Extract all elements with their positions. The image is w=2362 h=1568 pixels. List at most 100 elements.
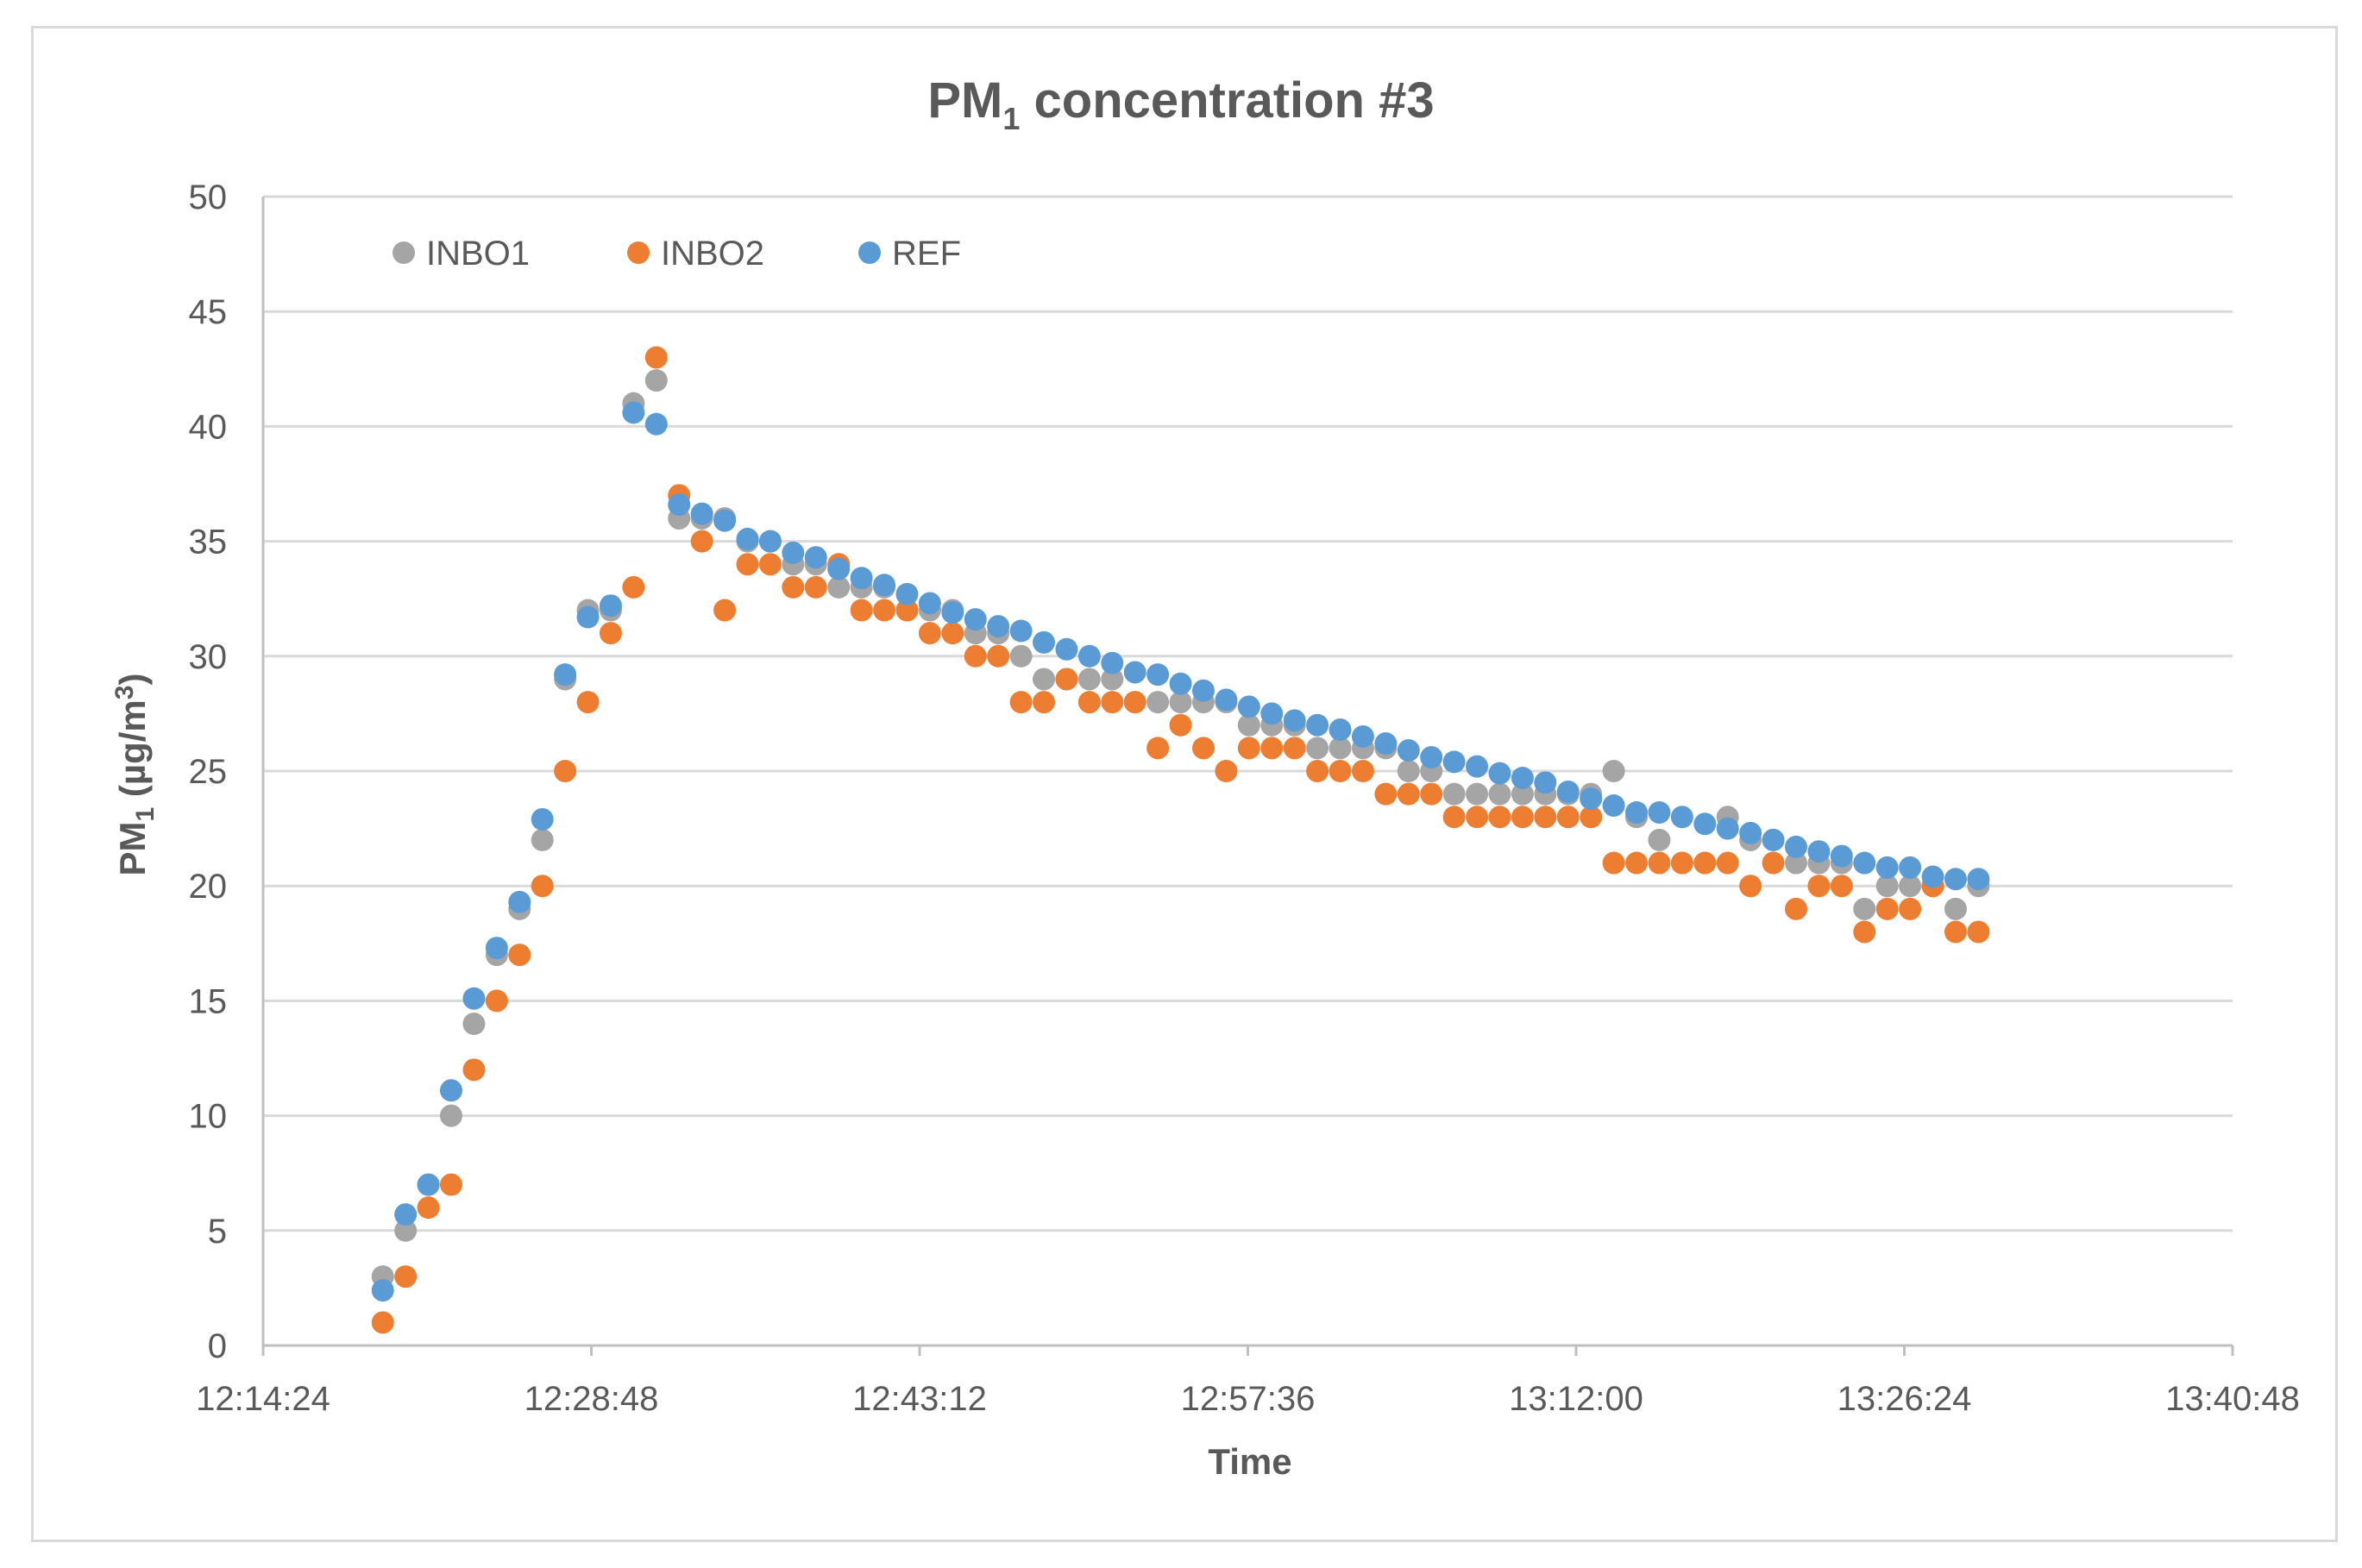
data-point-ref	[622, 401, 645, 424]
data-point-ref	[485, 937, 508, 960]
data-point-inbo2	[1260, 737, 1284, 760]
data-point-ref	[1397, 739, 1420, 762]
data-point-ref	[1784, 835, 1807, 858]
data-point-ref	[1762, 828, 1785, 851]
data-point-inbo2	[1283, 737, 1306, 760]
data-point-inbo2	[1967, 920, 1990, 944]
data-point-ref	[1191, 679, 1215, 702]
data-point-inbo1	[1511, 782, 1534, 806]
data-point-inbo1	[1237, 713, 1260, 737]
data-point-ref	[758, 530, 782, 553]
data-point-inbo1	[1033, 668, 1056, 691]
data-point-ref	[1009, 619, 1033, 643]
data-point-ref	[1351, 725, 1374, 749]
data-point-inbo2	[1875, 897, 1899, 920]
data-point-inbo1	[394, 1219, 418, 1242]
x-tick-label: 12:43:12	[852, 1380, 987, 1418]
data-point-inbo2	[485, 989, 508, 1013]
data-point-inbo2	[1534, 806, 1557, 829]
data-point-inbo2	[462, 1058, 486, 1082]
data-point-inbo2	[371, 1311, 394, 1334]
y-tick-label: 50	[189, 179, 228, 216]
data-point-inbo2	[964, 644, 987, 668]
data-point-ref	[417, 1173, 440, 1196]
y-tick-label: 30	[189, 638, 228, 676]
data-point-ref	[1830, 844, 1853, 868]
data-point-ref	[1374, 732, 1398, 756]
data-point-inbo1	[1784, 851, 1807, 875]
data-point-inbo2	[599, 622, 622, 645]
data-point-inbo2	[758, 553, 782, 576]
data-point-inbo1	[1944, 897, 1967, 920]
data-point-inbo2	[804, 575, 827, 599]
data-point-ref	[1602, 793, 1625, 817]
data-point-inbo2	[1101, 691, 1124, 714]
data-point-ref	[1967, 868, 1990, 891]
data-point-inbo2	[987, 644, 1010, 668]
data-point-ref	[508, 890, 531, 913]
y-axis-title: PM1 (µg/m3)	[110, 674, 160, 876]
x-tick-label: 13:40:48	[2165, 1380, 2300, 1418]
y-tick-label: 0	[208, 1327, 227, 1365]
data-point-inbo2	[417, 1196, 440, 1220]
legend-item-inbo1: INBO1	[393, 235, 530, 273]
data-point-inbo1	[1009, 644, 1033, 668]
data-point-ref	[1237, 695, 1260, 718]
data-point-inbo2	[1215, 760, 1238, 782]
data-point-inbo1	[1899, 875, 1922, 898]
data-point-ref	[1077, 644, 1101, 668]
title-main: PM	[927, 72, 1002, 129]
x-tick-label: 12:14:24	[196, 1380, 330, 1418]
data-point-ref	[987, 615, 1010, 638]
data-point-ref	[736, 527, 759, 550]
data-point-inbo2	[1899, 897, 1922, 920]
data-point-ref	[964, 608, 987, 631]
axes	[261, 197, 2234, 1356]
data-point-ref	[1260, 702, 1284, 725]
data-point-ref	[1670, 806, 1693, 829]
data-point-ref	[1556, 780, 1580, 803]
data-point-ref	[713, 509, 737, 532]
data-point-inbo2	[622, 575, 645, 599]
series-inbo2	[371, 346, 1990, 1334]
data-point-ref	[1442, 750, 1466, 774]
data-point-inbo2	[1191, 737, 1215, 760]
data-points	[371, 346, 1990, 1334]
data-point-inbo2	[1853, 920, 1876, 944]
data-point-inbo2	[690, 530, 713, 553]
data-point-inbo2	[1306, 760, 1329, 782]
data-point-inbo2	[1648, 851, 1671, 875]
data-point-ref	[1807, 840, 1831, 863]
x-tick-label: 13:12:00	[1509, 1380, 1643, 1418]
data-point-ref	[1329, 718, 1352, 742]
data-point-inbo1	[1442, 782, 1466, 806]
data-point-ref	[1146, 663, 1170, 687]
data-point-inbo2	[1146, 737, 1170, 760]
data-point-ref	[690, 502, 713, 525]
data-point-ref	[895, 582, 919, 605]
data-point-ref	[1055, 637, 1078, 661]
title-rest: concentration #3	[1020, 72, 1434, 129]
y-tick-label: 25	[189, 753, 228, 791]
data-point-ref	[1488, 762, 1511, 785]
chart-title: PM1 concentration #3	[927, 72, 1434, 136]
x-tick-label: 12:28:48	[525, 1380, 659, 1418]
data-point-inbo2	[736, 553, 759, 576]
data-point-inbo2	[918, 622, 941, 645]
data-point-ref	[531, 807, 554, 831]
data-point-inbo2	[1762, 851, 1785, 875]
data-point-inbo2	[439, 1173, 462, 1196]
data-point-ref	[918, 592, 941, 615]
data-point-ref	[1306, 713, 1329, 737]
data-point-inbo1	[1466, 782, 1489, 806]
data-point-ref	[644, 412, 668, 436]
data-point-ref	[850, 567, 873, 590]
data-point-inbo2	[1670, 851, 1693, 875]
data-point-inbo2	[1580, 806, 1603, 829]
ylabel-main: PM	[112, 821, 153, 875]
data-point-ref	[599, 594, 622, 618]
data-point-inbo1	[1875, 875, 1899, 898]
data-point-ref	[1466, 755, 1489, 778]
data-point-inbo2	[1784, 897, 1807, 920]
